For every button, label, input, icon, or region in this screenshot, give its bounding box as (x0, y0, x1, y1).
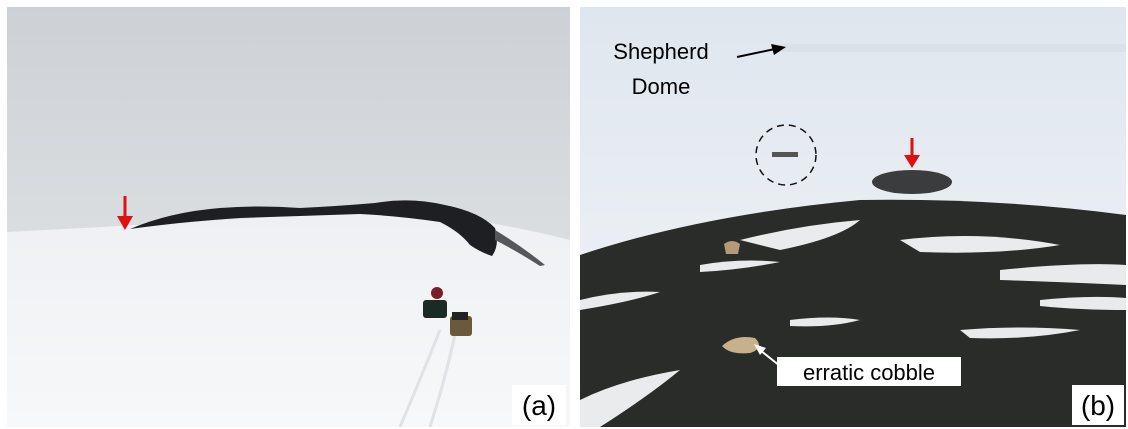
panel-label: (b) (1081, 390, 1115, 421)
annotation: Shepherd (613, 39, 708, 64)
photo-b: Shepherd Dome erratic cobble (b) (580, 7, 1126, 427)
figure: (a) Shepherd Dome erratic cobble (0, 0, 1128, 429)
panel-label: (a) (522, 390, 556, 421)
annotation: erratic cobble (803, 360, 935, 385)
page: (a) Shepherd Dome erratic cobble (0, 0, 1128, 429)
annotation: Dome (632, 74, 691, 99)
photo-a: (a) (7, 7, 570, 427)
